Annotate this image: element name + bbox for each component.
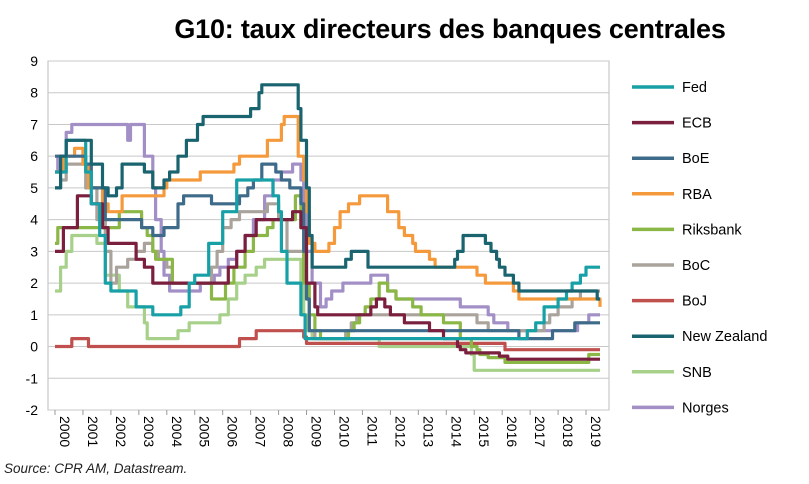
series-line-boc (55, 162, 600, 341)
legend-item: BoC (632, 258, 710, 274)
x-tick-label: 2019 (588, 416, 604, 447)
legend-label: Riksbank (682, 222, 742, 238)
x-tick-label: 2006 (225, 416, 241, 447)
legend-label: Fed (682, 80, 707, 96)
legend-item: Riksbank (632, 222, 742, 238)
x-tick-label: 2010 (336, 416, 352, 447)
x-tick-label: 2004 (169, 416, 185, 447)
legend-label: New Zealand (682, 329, 767, 345)
chart-title: G10: taux directeurs des banques central… (174, 14, 726, 44)
y-tick-label: 1 (30, 307, 38, 323)
series-lines (55, 83, 602, 372)
legend-item: ECB (632, 116, 712, 132)
x-tick-label: 2018 (560, 416, 576, 447)
series-line-new-zealand (55, 83, 600, 301)
x-tick-label: 2017 (532, 416, 548, 447)
legend-item: Fed (632, 80, 707, 96)
y-tick-label: 8 (30, 85, 38, 101)
legend-label: ECB (682, 116, 712, 132)
plot-area (47, 60, 610, 411)
legend-label: BoE (682, 151, 710, 167)
legend-item: New Zealand (632, 329, 767, 345)
legend-item: SNB (632, 365, 712, 381)
y-tick-label: 6 (30, 148, 38, 164)
x-tick-label: 2001 (85, 416, 101, 447)
legend-label: SNB (682, 365, 712, 381)
legend-label: BoC (682, 258, 710, 274)
y-tick-label: -1 (26, 370, 39, 386)
x-tick-label: 2002 (113, 416, 129, 447)
x-tick-label: 2009 (309, 416, 325, 447)
y-tick-label: 4 (30, 212, 38, 228)
series-line-boj (55, 329, 600, 352)
y-tick-label: 7 (30, 116, 38, 132)
legend-item: BoE (632, 151, 710, 167)
y-tick-label: 9 (30, 53, 38, 69)
x-tick-label: 2013 (420, 416, 436, 447)
x-tick-label: 2016 (504, 416, 520, 447)
x-tick-label: 2005 (197, 416, 213, 447)
legend-label: RBA (682, 187, 712, 203)
x-tick-label: 2011 (364, 416, 380, 446)
legend-label: BoJ (682, 294, 707, 310)
legend-item: RBA (632, 187, 712, 203)
legend-item: Norges (632, 400, 729, 416)
x-tick-label: 2015 (476, 416, 492, 447)
series-line-boe (55, 154, 600, 341)
x-tick-label: 2007 (253, 416, 269, 447)
legend-item: BoJ (632, 294, 707, 310)
y-tick-labels: -2 -1 0 1 2 3 4 5 6 7 8 9 (26, 53, 39, 418)
x-tick-label: 2014 (448, 416, 464, 447)
y-tick-label: 5 (30, 180, 38, 196)
x-tick-label: 2000 (57, 416, 73, 447)
y-tick-label: 3 (30, 243, 38, 259)
series-line-rba (55, 114, 602, 307)
legend: Fed ECB BoE RBA Riksbank BoC BoJ New Zealand SNB… (632, 80, 767, 416)
x-tick-label: 2012 (392, 416, 408, 447)
source-note: Source: CPR AM, Datastream. (4, 461, 188, 476)
y-tick-label: 2 (30, 275, 38, 291)
x-tick-label: 2008 (281, 416, 297, 447)
legend-label: Norges (682, 400, 729, 416)
y-tick-label: 0 (30, 339, 38, 355)
y-tick-label: -2 (26, 402, 39, 418)
x-tick-labels: 2000 2001 2002 2003 2004 2005 2006 2007 2008 2009… (54, 410, 604, 447)
x-tick-label: 2003 (141, 416, 157, 447)
series-line-fed (55, 138, 600, 341)
